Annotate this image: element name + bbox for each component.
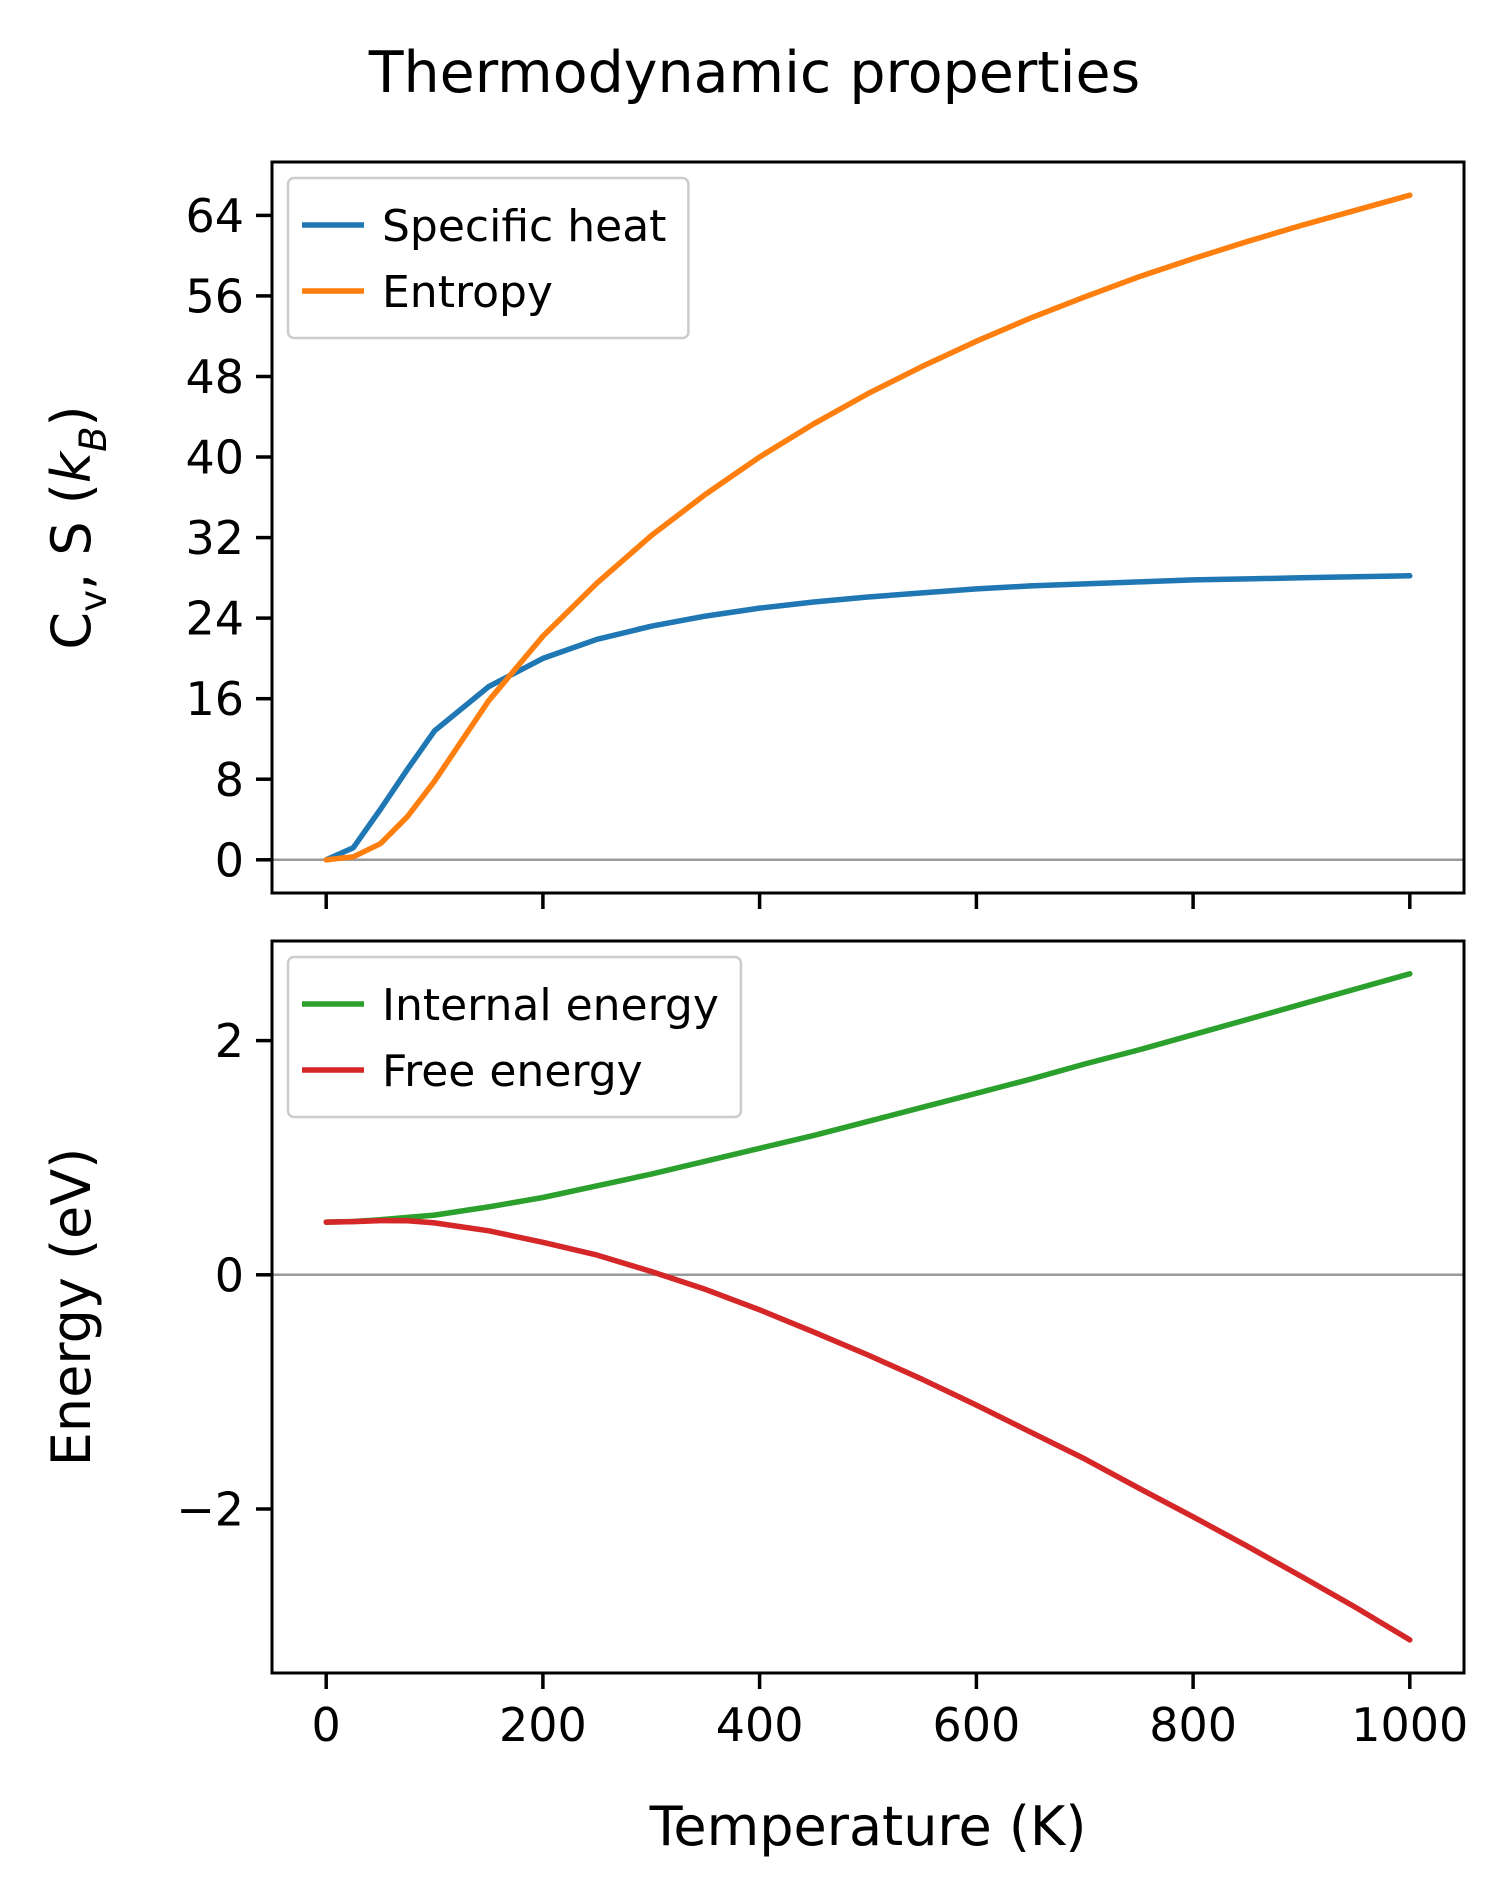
series-specific-heat xyxy=(323,573,1413,863)
y-axis-label-part: ) xyxy=(40,405,103,426)
x-tick-label: 200 xyxy=(499,1698,587,1752)
x-axis-label: Temperature (K) xyxy=(649,1795,1087,1858)
series-entropy xyxy=(323,192,1413,863)
legend: Specific heat Entropy xyxy=(286,176,690,340)
y-tick-label: 32 xyxy=(185,511,244,565)
y-tick-label: 64 xyxy=(185,189,244,243)
y-tick-label: 24 xyxy=(185,592,244,646)
legend-label: Specific heat xyxy=(382,201,666,252)
legend-label: Internal energy xyxy=(382,980,719,1031)
x-tick-label: 1000 xyxy=(1351,1698,1468,1752)
y-tick-label: −2 xyxy=(176,1483,244,1537)
series-free-energy xyxy=(323,1217,1413,1643)
y-axis-label-part: Energy (eV) xyxy=(40,1148,103,1467)
y-tick-label: 48 xyxy=(185,350,244,404)
legend-label: Free energy xyxy=(382,1046,643,1097)
legend-label: Entropy xyxy=(382,267,553,318)
axes-energies: 0 200 400 600 800 1000 −2 0 2 Temperature (K) Ener… xyxy=(40,939,1468,1858)
y-tick-label: 0 xyxy=(215,1248,244,1302)
x-tick-label: 600 xyxy=(932,1698,1020,1752)
x-tick-label: 0 xyxy=(312,1698,341,1752)
legend-frame xyxy=(286,176,690,340)
axes-frame xyxy=(270,939,1466,1675)
axes-heat-entropy: 0 8 16 24 32 40 48 56 64 Cv, S (kB) Specific heat E… xyxy=(40,160,1466,909)
y-axis-label-part: C xyxy=(40,612,103,650)
y-tick-label: 8 xyxy=(215,753,244,807)
y-axis-label: Energy (eV) xyxy=(40,1148,103,1467)
axes-frame xyxy=(270,160,1466,895)
x-tick-label: 400 xyxy=(716,1698,804,1752)
figure-title: Thermodynamic properties xyxy=(368,40,1141,106)
y-axis-label-part: v xyxy=(72,590,115,612)
y-tick-label: 56 xyxy=(185,270,244,324)
y-tick-label: 16 xyxy=(185,672,244,726)
y-axis-label: Cv, S (kB) xyxy=(40,405,115,649)
x-tick-label: 800 xyxy=(1149,1698,1237,1752)
y-axis-label-part: k xyxy=(40,449,103,483)
y-tick-label: 40 xyxy=(185,431,244,485)
y-tick-label: 0 xyxy=(215,833,244,887)
y-axis-label-part: , S ( xyxy=(40,483,103,590)
legend-frame xyxy=(286,955,743,1119)
y-tick-label: 2 xyxy=(215,1014,244,1068)
legend: Internal energy Free energy xyxy=(286,955,743,1119)
series-internal-energy xyxy=(323,971,1413,1225)
y-axis-label-part: B xyxy=(72,426,115,451)
